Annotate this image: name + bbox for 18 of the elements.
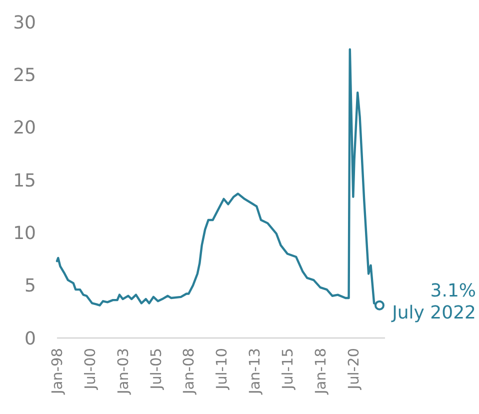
x-tick-label: Jul-10	[214, 348, 231, 390]
x-tick-label: Jan-03	[116, 348, 132, 396]
y-tick-label: 15	[13, 170, 36, 192]
x-tick-label: Jul-15	[280, 348, 296, 390]
x-tick-label: Jul-20	[346, 348, 362, 390]
y-tick-label: 25	[13, 64, 36, 86]
y-tick-label: 10	[13, 222, 36, 244]
y-tick-label: 30	[13, 12, 36, 34]
x-tick-label: Jan-08	[182, 348, 198, 396]
y-tick-label: 5	[24, 276, 36, 297]
x-tick-label: Jan-13	[248, 348, 264, 396]
x-tick-label: Jul-05	[148, 348, 165, 390]
x-tick-label: Jan-98	[50, 348, 66, 396]
annotation: 3.1% July 2022	[391, 280, 476, 324]
y-tick-label: 0	[24, 328, 36, 350]
y-tick-label: 20	[13, 118, 36, 139]
x-tick-label: Jul-00	[82, 348, 99, 390]
x-tick-label: Jan-18	[313, 348, 330, 396]
